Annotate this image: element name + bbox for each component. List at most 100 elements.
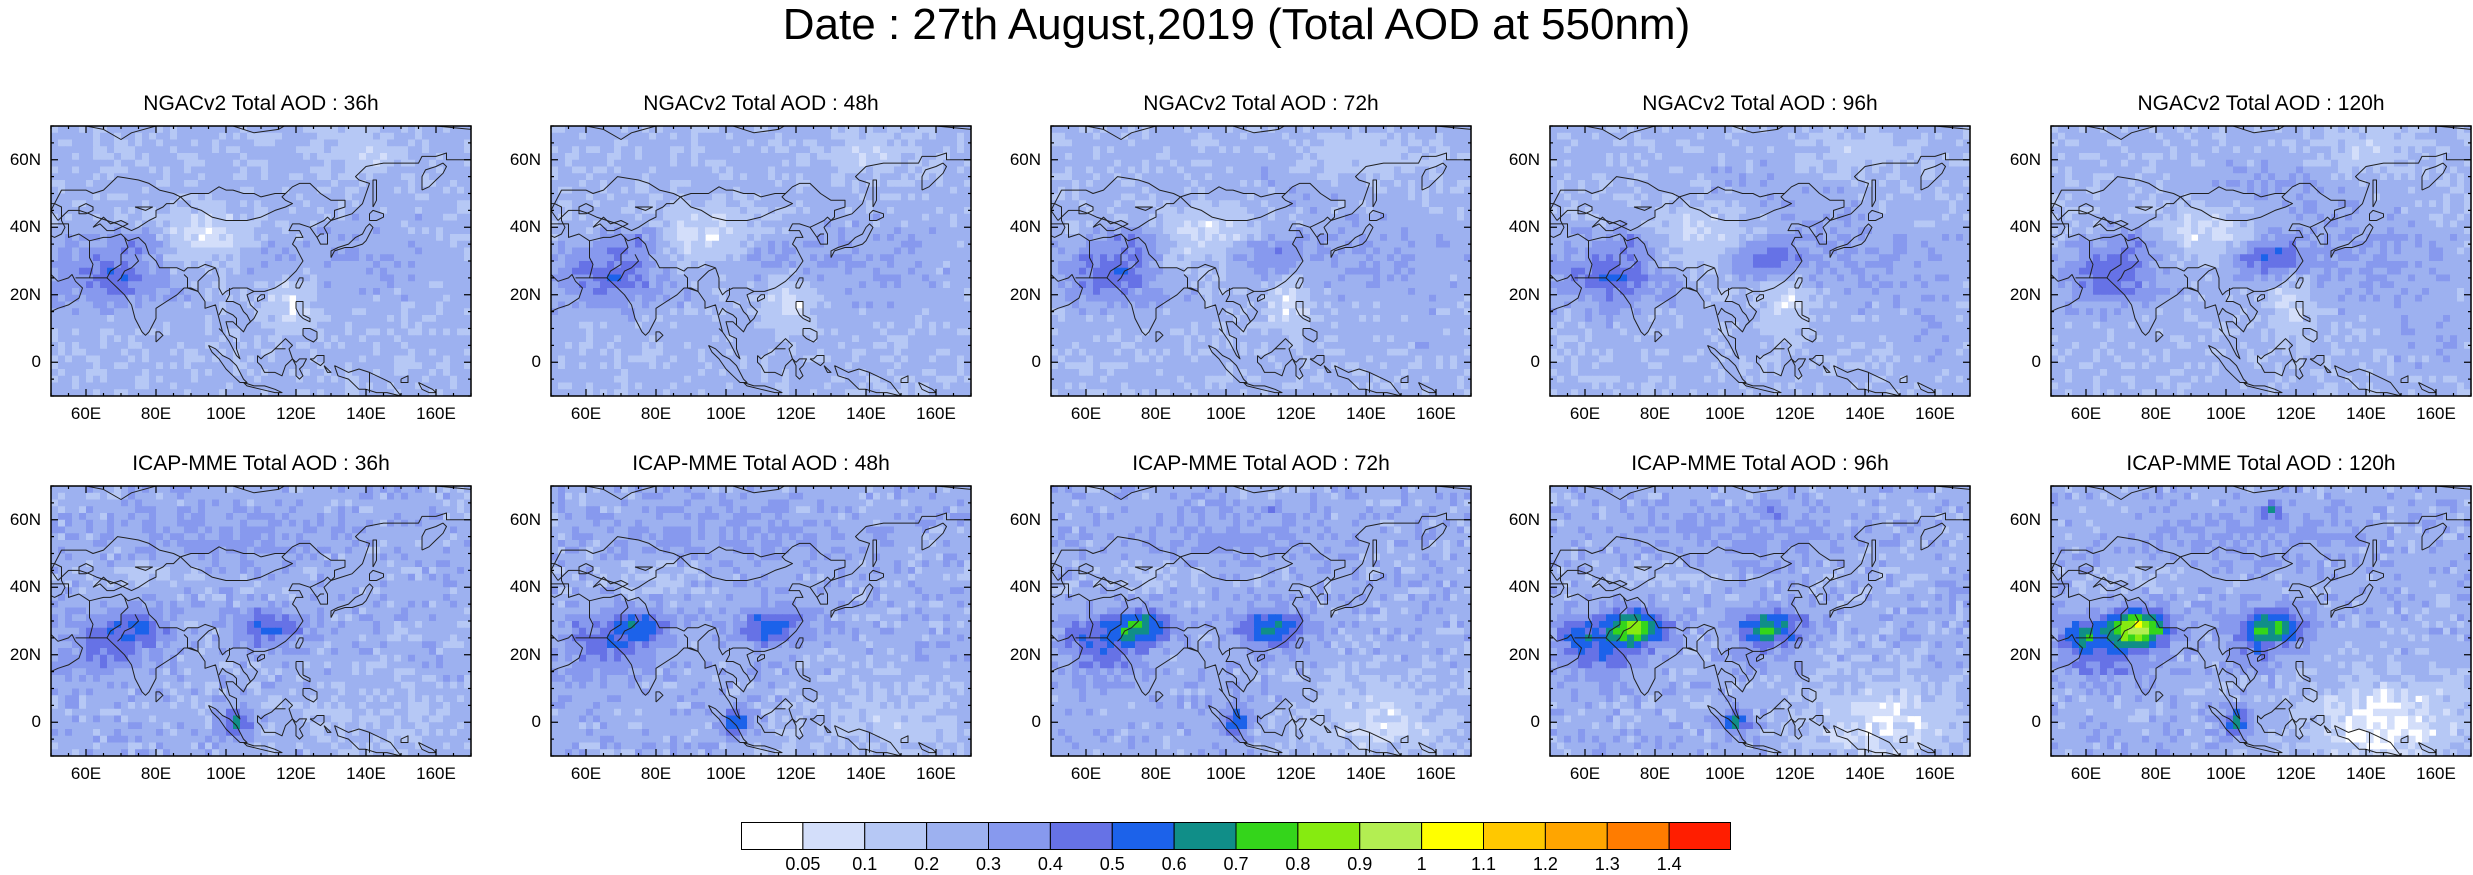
panel-title-icap-96h: ICAP-MME Total AOD : 96h [1510, 452, 2010, 476]
lon-tick-label: 60E [1056, 404, 1116, 424]
panel-title-icap-120h: ICAP-MME Total AOD : 120h [2011, 452, 2473, 476]
colorbar-tick-label: 1.3 [1577, 854, 1637, 875]
colorbar-tick-label: 0.9 [1330, 854, 1390, 875]
colorbar-bin [1422, 822, 1484, 850]
colorbar-tick-label: 0.4 [1020, 854, 1080, 875]
panel-title-ngac-48h: NGACv2 Total AOD : 48h [511, 92, 1011, 116]
lon-tick-label: 80E [1625, 404, 1685, 424]
lat-tick-label: 40N [1997, 577, 2041, 597]
lon-tick-label: 120E [1765, 764, 1825, 784]
lon-tick-label: 120E [766, 764, 826, 784]
colorbar-bin [989, 822, 1051, 850]
colorbar-tick-label: 0.8 [1268, 854, 1328, 875]
lon-tick-label: 140E [836, 764, 896, 784]
lon-tick-label: 160E [1905, 764, 1965, 784]
lon-tick-label: 60E [1555, 764, 1615, 784]
lon-tick-label: 160E [1406, 764, 1466, 784]
lon-tick-label: 60E [56, 764, 116, 784]
lon-tick-label: 60E [1056, 764, 1116, 784]
panel-title-icap-72h: ICAP-MME Total AOD : 72h [1011, 452, 1511, 476]
lon-tick-label: 80E [1625, 764, 1685, 784]
lon-tick-label: 60E [1555, 404, 1615, 424]
colorbar-tick-label: 1.1 [1454, 854, 1514, 875]
lon-tick-label: 60E [556, 764, 616, 784]
aod-map-ngac-36h [51, 126, 471, 396]
lon-tick-label: 120E [1266, 764, 1326, 784]
lon-tick-label: 100E [1196, 404, 1256, 424]
colorbar-bin [1484, 822, 1546, 850]
panel-title-ngac-120h: NGACv2 Total AOD : 120h [2011, 92, 2473, 116]
colorbar-tick-label: 0.3 [959, 854, 1019, 875]
colorbar-bin [1360, 822, 1422, 850]
panel-title-icap-48h: ICAP-MME Total AOD : 48h [511, 452, 1011, 476]
lon-tick-label: 160E [906, 404, 966, 424]
lat-tick-label: 40N [1496, 217, 1540, 237]
lat-tick-label: 20N [997, 645, 1041, 665]
lon-tick-label: 140E [1835, 404, 1895, 424]
lat-tick-label: 60N [497, 150, 541, 170]
lon-tick-label: 100E [1695, 764, 1755, 784]
lat-tick-label: 60N [997, 150, 1041, 170]
colorbar-bin [1607, 822, 1669, 850]
lon-tick-label: 80E [1126, 764, 1186, 784]
colorbar-tick-label: 0.05 [773, 854, 833, 875]
aod-field [2051, 126, 2472, 397]
lat-tick-label: 40N [1496, 577, 1540, 597]
lon-tick-label: 140E [1336, 404, 1396, 424]
lat-tick-label: 60N [997, 510, 1041, 530]
aod-map-ngac-48h [551, 126, 971, 396]
lat-tick-label: 40N [997, 217, 1041, 237]
lon-tick-label: 160E [406, 404, 466, 424]
lat-tick-label: 20N [1997, 645, 2041, 665]
colorbar-bin [1298, 822, 1360, 850]
lat-tick-label: 0 [997, 352, 1041, 372]
colorbar-bin [1050, 822, 1112, 850]
lon-tick-label: 100E [1196, 764, 1256, 784]
colorbar-tick-label: 0.5 [1082, 854, 1142, 875]
lon-tick-label: 120E [766, 404, 826, 424]
lat-tick-label: 60N [0, 510, 41, 530]
lat-tick-label: 40N [0, 577, 41, 597]
aod-field [51, 126, 472, 397]
panel-title-ngac-72h: NGACv2 Total AOD : 72h [1011, 92, 1511, 116]
lon-tick-label: 60E [556, 404, 616, 424]
aod-field [51, 486, 472, 757]
lon-tick-label: 60E [56, 404, 116, 424]
lat-tick-label: 60N [1496, 150, 1540, 170]
aod-map-icap-72h [1051, 486, 1471, 756]
lat-tick-label: 60N [0, 150, 41, 170]
lat-tick-label: 20N [1496, 285, 1540, 305]
aod-colorbar [741, 822, 1731, 850]
lon-tick-label: 100E [196, 404, 256, 424]
lon-tick-label: 100E [2196, 764, 2256, 784]
lat-tick-label: 20N [0, 285, 41, 305]
lat-tick-label: 0 [1496, 352, 1540, 372]
lon-tick-label: 60E [2056, 404, 2116, 424]
lat-tick-label: 40N [497, 577, 541, 597]
lon-tick-label: 80E [626, 404, 686, 424]
lat-tick-label: 20N [0, 645, 41, 665]
aod-map-icap-48h [551, 486, 971, 756]
lat-tick-label: 0 [0, 352, 41, 372]
aod-field [1550, 126, 1971, 397]
lon-tick-label: 120E [2266, 764, 2326, 784]
colorbar-bin [1174, 822, 1236, 850]
lon-tick-label: 80E [126, 404, 186, 424]
lon-tick-label: 160E [2406, 404, 2466, 424]
lat-tick-label: 40N [497, 217, 541, 237]
lon-tick-label: 120E [1266, 404, 1326, 424]
lon-tick-label: 100E [696, 764, 756, 784]
lon-tick-label: 80E [2126, 404, 2186, 424]
aod-map-icap-120h [2051, 486, 2471, 756]
colorbar-tick-label: 0.2 [897, 854, 957, 875]
lat-tick-label: 40N [0, 217, 41, 237]
aod-map-icap-36h [51, 486, 471, 756]
lat-tick-label: 20N [497, 645, 541, 665]
lat-tick-label: 0 [1997, 712, 2041, 732]
lon-tick-label: 160E [2406, 764, 2466, 784]
lon-tick-label: 80E [2126, 764, 2186, 784]
lon-tick-label: 140E [336, 764, 396, 784]
lon-tick-label: 120E [266, 404, 326, 424]
aod-field [551, 126, 972, 397]
lon-tick-label: 160E [906, 764, 966, 784]
